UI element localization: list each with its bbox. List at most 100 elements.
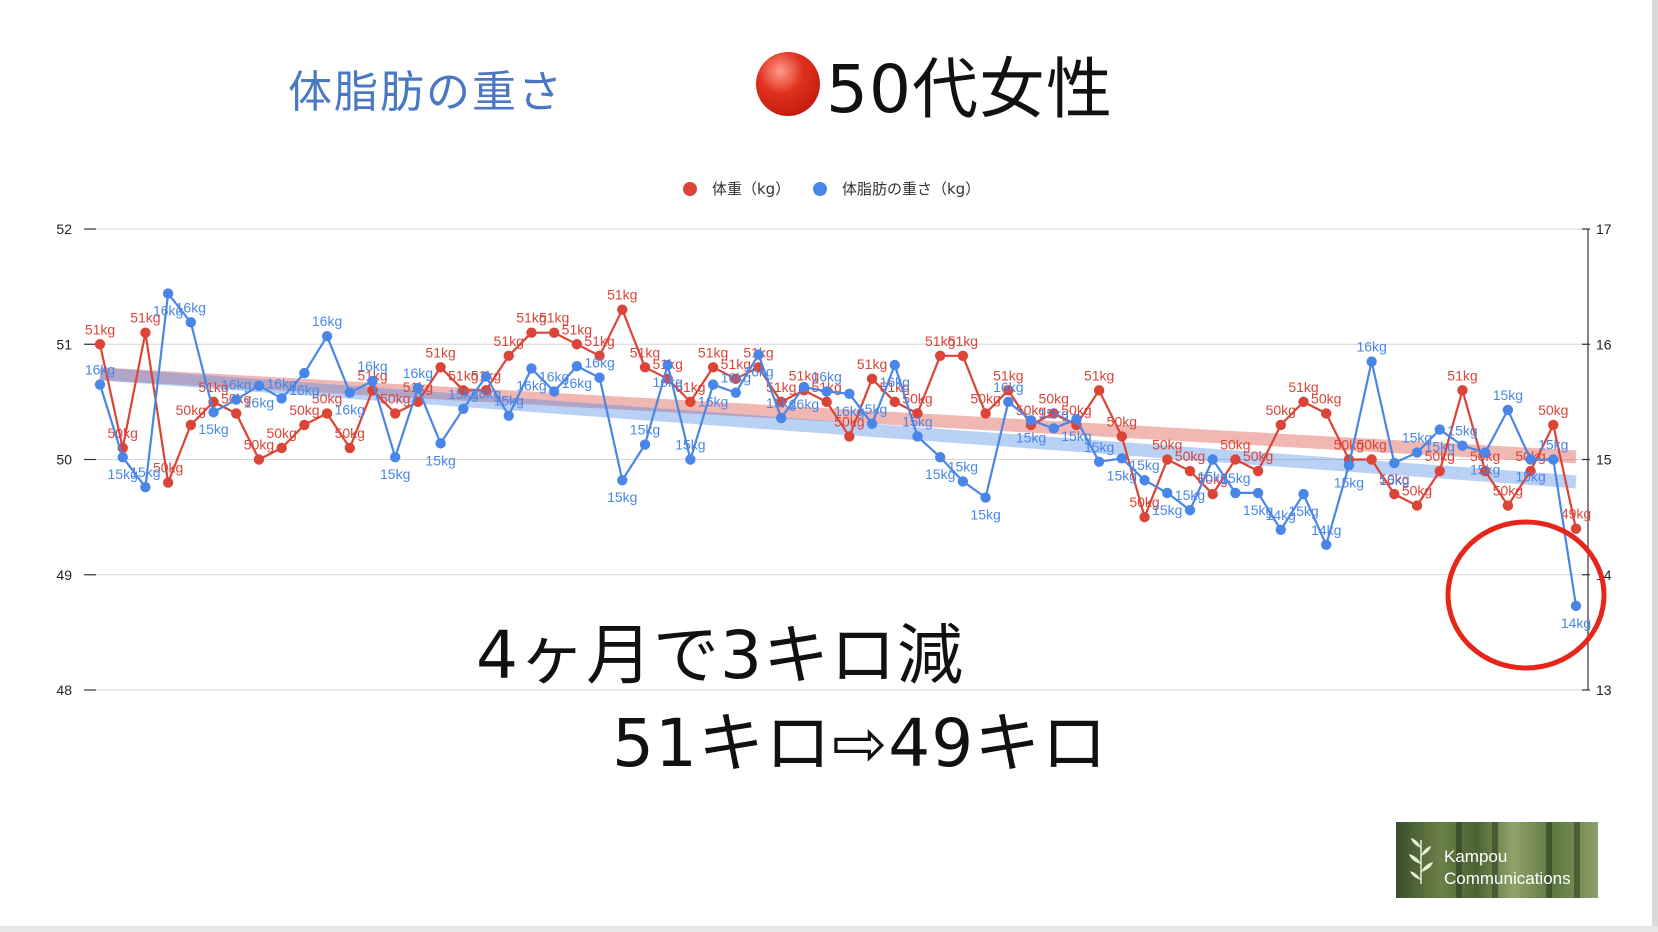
fat-data-label: 16kg [266,375,296,391]
weight-data-label: 51kg [675,379,705,395]
fat-point [1071,413,1082,425]
fat-point [390,451,401,463]
fat-data-label: 16kg [811,369,841,385]
y-right-tick-label: 15 [1596,452,1612,468]
weight-data-label: 50kg [335,425,365,441]
fat-data-label: 16kg [539,369,569,385]
weight-point [571,339,583,350]
weight-data-label: 51kg [584,333,614,349]
weight-data-label: 51kg [1447,367,1477,383]
weight-point [776,396,787,408]
weight-data-label: 50kg [902,390,932,406]
fat-point [503,410,514,421]
fat-data-label: 16kg [335,402,365,418]
fat-point [1139,475,1150,486]
fat-data-label: 16kg [653,374,683,390]
fat-point [1162,487,1173,499]
weight-point [934,350,946,361]
fat-point [299,367,310,379]
fat-point [1525,454,1536,465]
fat-data-label: 16kg [244,395,274,411]
fat-data-label: 16kg [516,377,546,393]
fat-data-label: 15kg [380,466,410,482]
weight-data-label: 50kg [108,425,138,441]
title-group: 50代女性 [756,36,1113,132]
weight-data-label: 49kg [1561,506,1591,522]
weight-data-label: 51kg [993,367,1023,383]
weight-point [707,362,719,373]
weight-data-label: 50kg [1152,437,1182,453]
weight-data-label: 50kg [1107,413,1137,429]
fat-point [776,412,787,424]
fat-point [94,379,106,390]
fat-point [707,379,719,390]
weight-point [1389,488,1400,500]
caption-change: 51キロ⇨49キロ [612,705,1109,782]
weight-point [1479,465,1491,477]
weight-data-label: 50kg [153,460,183,476]
weight-data-label: 50kg [312,390,342,406]
fat-data-label: 16kg [312,313,342,329]
fat-point [1298,488,1309,500]
weight-data-label: 51kg [425,344,455,360]
fat-data-label: 15kg [425,452,455,468]
fat-data-label: 15kg [1288,503,1318,519]
fat-point [117,451,128,463]
weight-point [594,350,605,361]
weight-data-label: 50kg [1334,437,1364,453]
weight-data-label: 50kg [1039,390,1069,406]
weight-data-label: 51kg [925,333,955,349]
fat-point [1434,424,1445,435]
logo-line-1: Kampou [1444,847,1508,866]
weight-point [1048,408,1059,419]
weight-data-label: 51kg [948,333,978,349]
fat-data-label: 15kg [1061,428,1091,444]
weight-point [503,350,514,361]
fat-point [435,438,446,449]
weight-point [1207,488,1218,500]
fat-data-label: 15kg [1538,437,1568,453]
weight-point [617,304,628,315]
fat-point [412,382,424,394]
fat-point [639,439,651,450]
fat-point [1093,456,1105,468]
weight-point [435,362,446,373]
fat-data-label: 15kg [448,386,478,402]
weight-point [730,373,742,385]
legend-label: 体重（kg） [712,180,790,198]
weight-data-label: 50kg [380,390,410,406]
weight-data-label: 51kg [448,367,478,383]
fat-point [1048,423,1059,434]
fat-point [753,349,764,360]
fat-point [934,451,946,463]
y-left-tick-label: 48 [56,682,72,698]
fat-data-label: 15kg [130,464,160,480]
weight-point [1093,385,1105,396]
fat-point [1275,524,1287,536]
fat-point [912,431,923,442]
weight-point [980,408,991,419]
weight-series-line [98,308,1578,529]
fat-point [594,372,605,383]
fat-point [1116,453,1128,464]
weight-point [1366,454,1377,465]
fat-data-label: 15kg [1175,487,1205,503]
weight-data-label: 50kg [1311,390,1341,406]
fat-data-label: 15kg [1334,474,1364,490]
fat-point [1207,454,1218,465]
weight-data-label: 51kg [494,333,524,349]
weight-point [1570,523,1582,534]
y-left-tick-label: 49 [56,567,72,583]
weight-data-label: 50kg [1220,437,1250,453]
weight-data-label: 50kg [1493,483,1523,499]
fat-data-label: 16kg [698,394,728,410]
weight-point [639,362,651,373]
fat-data-label: 16kg [880,374,910,390]
fat-point [1548,454,1559,465]
weight-data-label: 51kg [721,356,751,372]
fat-data-label: 16kg [403,365,433,381]
fat-point [1457,440,1468,451]
weight-data-label: 51kg [857,356,887,372]
y-right-tick-label: 17 [1596,221,1612,237]
weight-point [1434,465,1445,477]
